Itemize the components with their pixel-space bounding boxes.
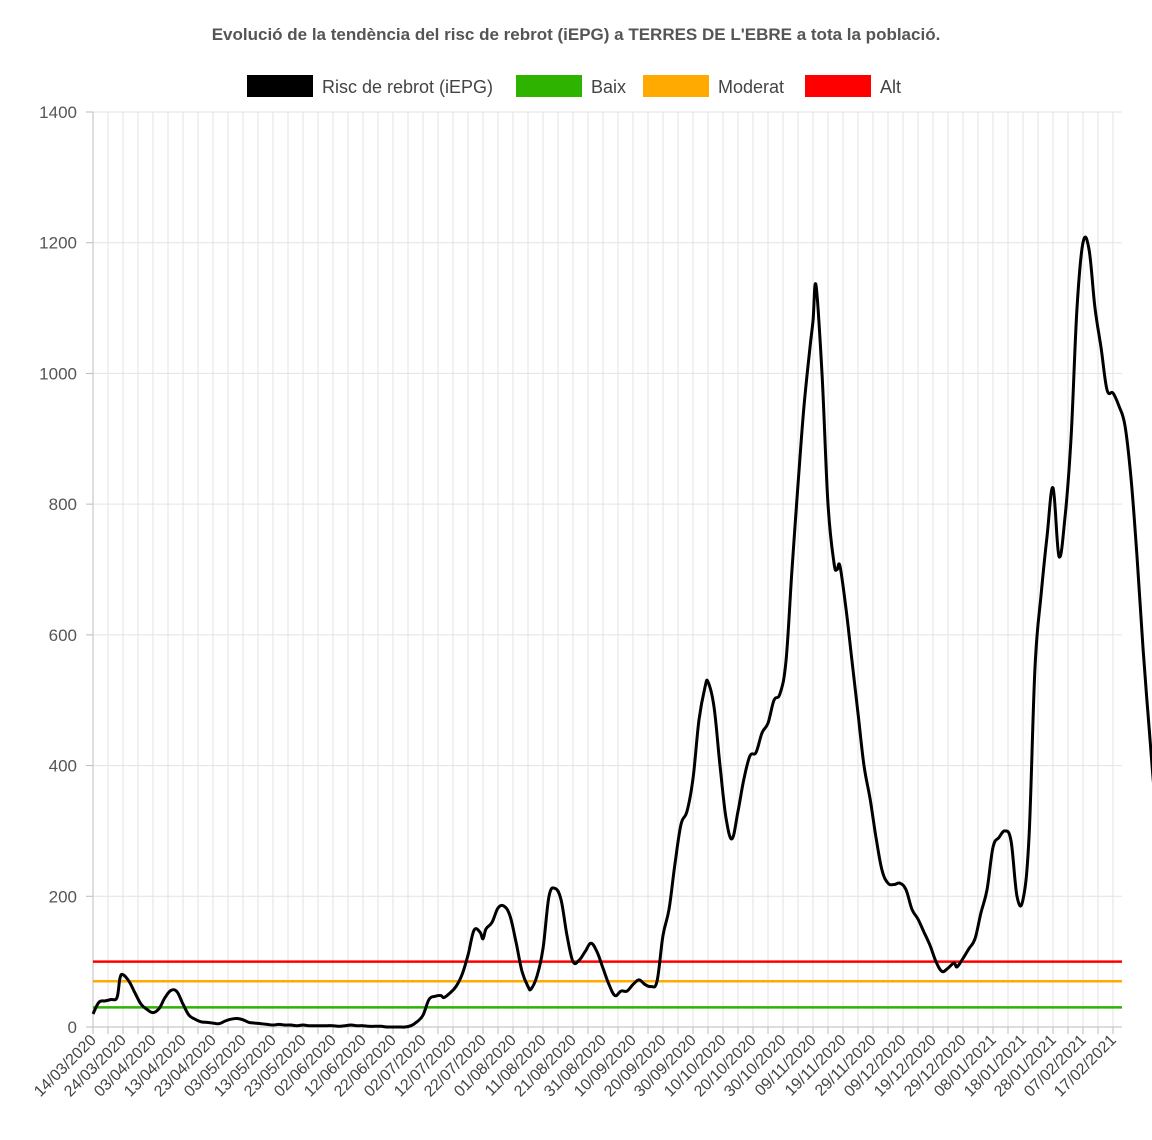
legend-label: Moderat xyxy=(718,77,784,97)
grid xyxy=(92,111,1122,1028)
y-tick-label: 1400 xyxy=(39,103,77,122)
y-tick-label: 800 xyxy=(49,495,77,514)
y-tick-label: 0 xyxy=(68,1018,77,1037)
legend-swatch-alt xyxy=(805,75,871,97)
legend: Risc de rebrot (iEPG) Baix Moderat Alt xyxy=(247,75,901,97)
chart-title: Evolució de la tendència del risc de reb… xyxy=(212,25,941,44)
y-tick-label: 1000 xyxy=(39,364,77,383)
plot-area xyxy=(91,235,1152,1029)
series-line-iepg xyxy=(91,235,1152,1029)
legend-swatch-baix xyxy=(516,75,582,97)
y-axis: 0 200 400 600 800 1000 1200 1400 xyxy=(39,103,94,1037)
legend-label: Risc de rebrot (iEPG) xyxy=(322,77,493,97)
legend-swatch-risc-de-rebrot-iepg- xyxy=(247,75,313,97)
y-tick-label: 400 xyxy=(49,757,77,776)
legend-label: Baix xyxy=(591,77,626,97)
legend-swatch-moderat xyxy=(643,75,709,97)
y-tick-label: 200 xyxy=(49,887,77,906)
y-tick-label: 1200 xyxy=(39,234,77,253)
x-axis: 14/03/202024/03/202003/04/202013/04/2020… xyxy=(31,1026,1122,1100)
y-tick-label: 600 xyxy=(49,626,77,645)
legend-label: Alt xyxy=(880,77,901,97)
